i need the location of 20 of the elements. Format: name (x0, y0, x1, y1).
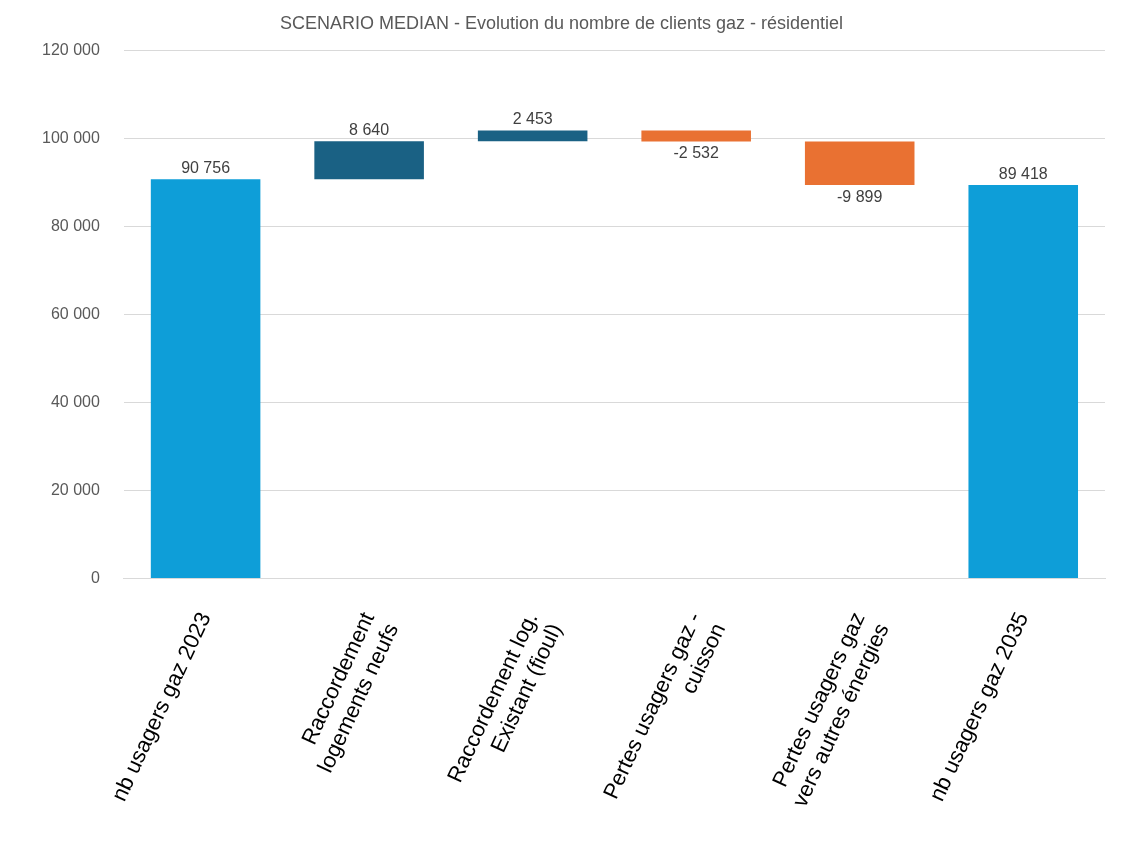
y-tick-label: 80 000 (50, 216, 100, 234)
y-tick-label: 120 000 (41, 41, 100, 59)
bar (150, 179, 261, 578)
data-label: -9 899 (837, 187, 883, 205)
y-tick-label: 20 000 (50, 480, 100, 498)
bar (477, 130, 588, 142)
data-label: -2 532 (673, 143, 719, 161)
data-label: 89 418 (998, 164, 1048, 182)
data-label: 8 640 (349, 120, 390, 138)
data-label: 90 756 (181, 158, 231, 176)
y-tick-label: 0 (90, 568, 100, 586)
y-tick-label: 40 000 (50, 392, 100, 410)
bar (314, 141, 424, 180)
bar (804, 141, 915, 186)
y-tick-label: 60 000 (50, 304, 100, 322)
y-tick-label: 100 000 (41, 128, 100, 146)
bar (968, 185, 1079, 578)
bar (641, 130, 751, 142)
data-label: 2 453 (512, 109, 553, 127)
chart-title: SCENARIO MEDIAN - Evolution du nombre de clients gaz - résidentiel (279, 12, 844, 33)
